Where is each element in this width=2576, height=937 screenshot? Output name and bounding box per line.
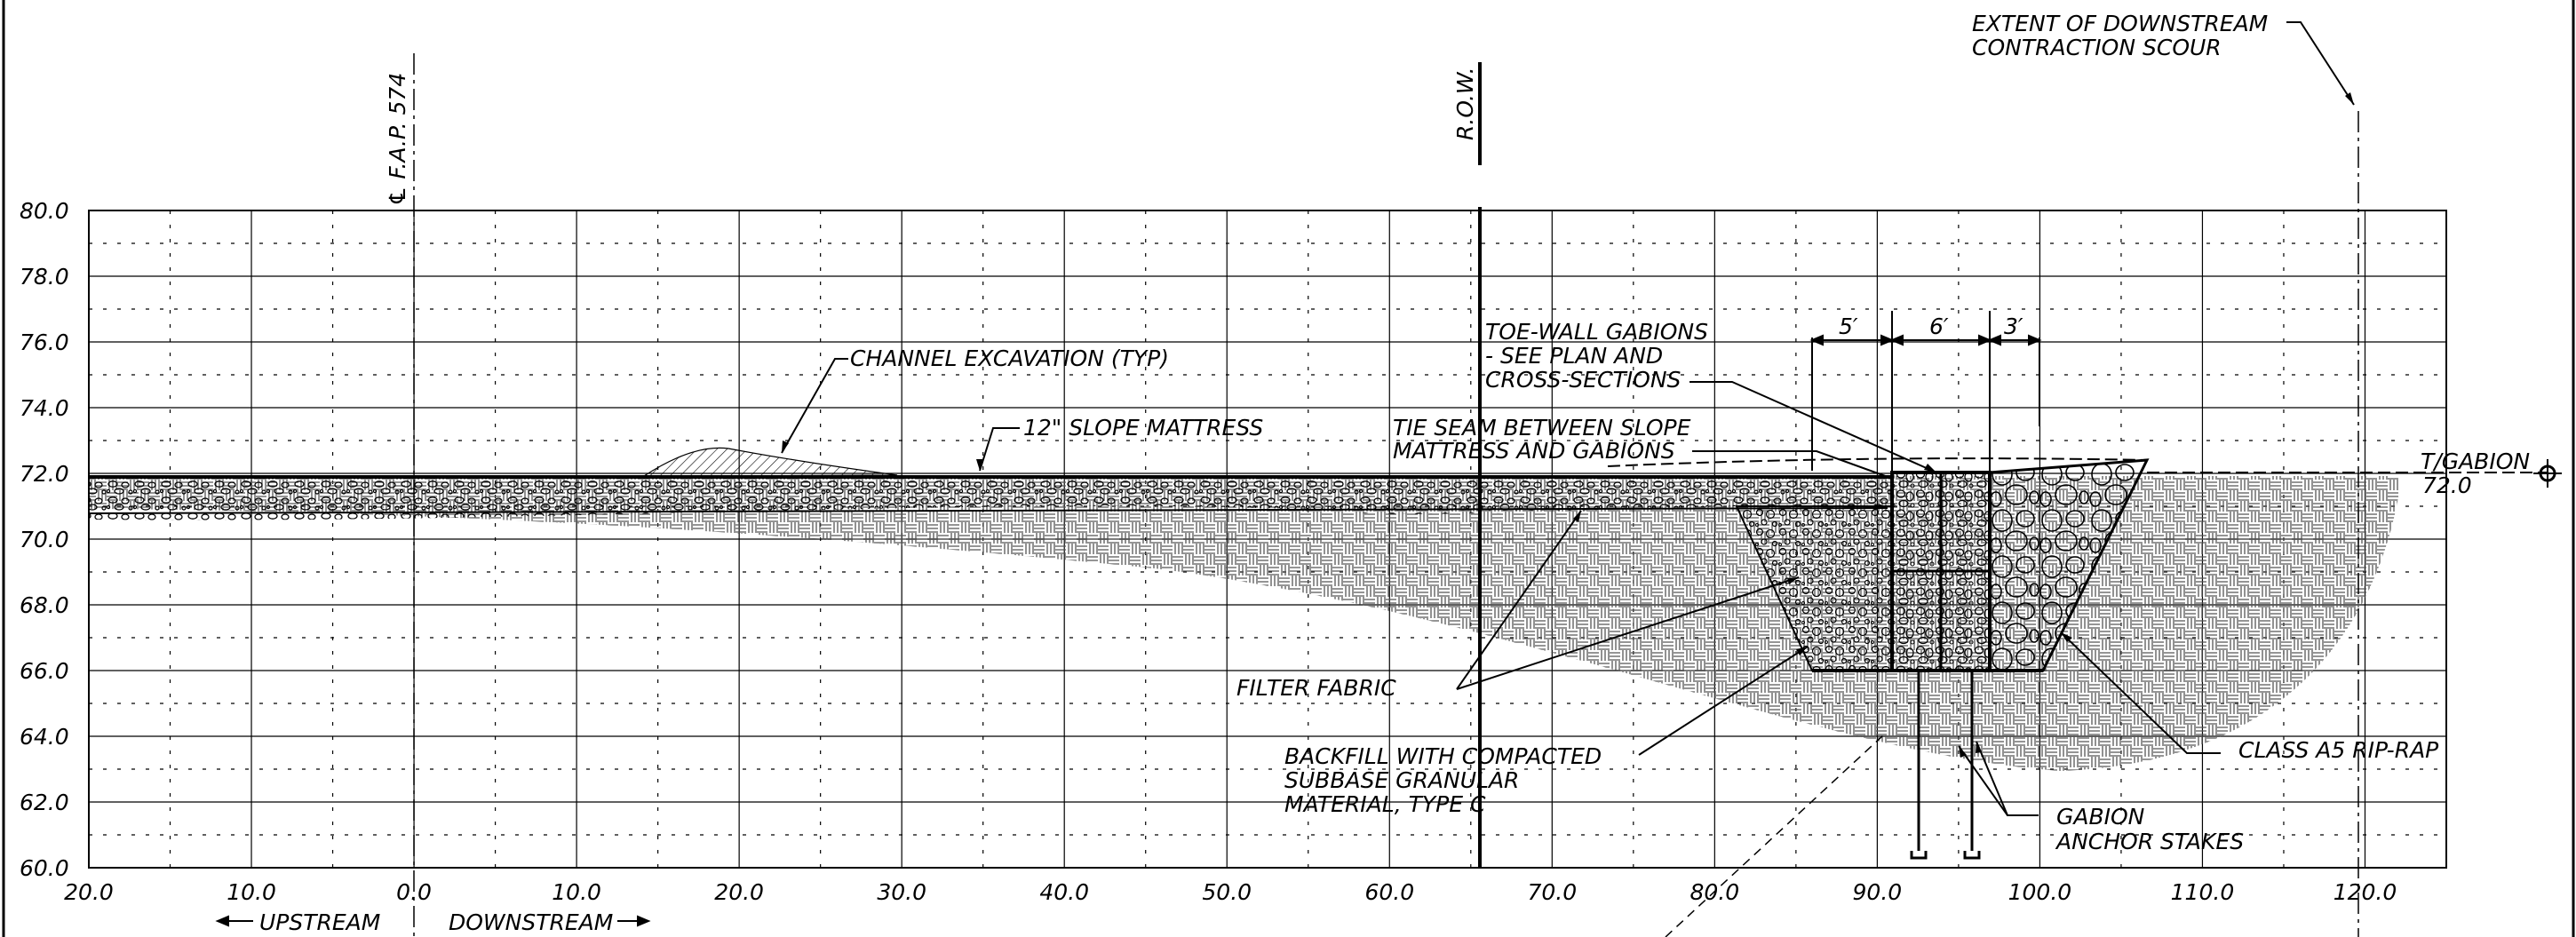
label-anchor-2: ANCHOR STAKES (2055, 829, 2244, 854)
label-top-gabion: T/GABION (2421, 449, 2530, 474)
label-backfill-1: BACKFILL WITH COMPACTED (1284, 743, 1602, 769)
label-backfill-3: MATERIAL, TYPE C (1284, 791, 1486, 817)
x-axis-ticks: 20.0 10.0 0.0 10.0 20.0 30.0 40.0 50.0 60.0 70.0 8… (64, 879, 2397, 905)
y-tick-label: 74.0 (20, 395, 69, 421)
anchor-stakes (1910, 671, 1981, 860)
dimension-3ft: 3′ (2004, 314, 2023, 339)
label-toe-wall-3: CROSS-SECTIONS (1485, 367, 1682, 393)
dimension-6ft: 6′ (1929, 314, 1949, 339)
label-row: R.O.W. (1452, 67, 1478, 140)
dashed-leader-lower (1665, 735, 1884, 937)
label-slope-mattress: 12" SLOPE MATTRESS (1023, 415, 1263, 441)
label-downstream: DOWNSTREAM (449, 909, 613, 935)
y-tick-label: 62.0 (20, 790, 69, 815)
label-tie-seam-1: TIE SEAM BETWEEN SLOPE (1393, 415, 1691, 441)
y-tick-label: 72.0 (20, 461, 69, 487)
x-tick-label: 120.0 (2334, 879, 2397, 905)
y-tick-label: 78.0 (20, 264, 69, 290)
y-axis-ticks: 80.0 78.0 76.0 74.0 72.0 70.0 68.0 66.0 64.0 62.0… (20, 198, 69, 881)
label-top-gabion-elev: 72.0 (2422, 472, 2472, 498)
y-tick-label: 66.0 (20, 658, 69, 684)
tie-seam-dashed (1607, 457, 2148, 467)
dimension-lines (1809, 311, 2042, 471)
label-anchor-1: GABION (2056, 804, 2145, 830)
plot-frame (88, 210, 2447, 869)
x-tick-label: 80.0 (1690, 879, 1740, 905)
y-tick-label: 64.0 (20, 724, 69, 750)
direction-arrows (215, 915, 651, 927)
x-tick-label: 50.0 (1202, 879, 1252, 905)
leader-arrowheads (782, 92, 2354, 758)
x-tick-label: 110.0 (2171, 879, 2235, 905)
label-fap-centerline: ℄ F.A.P. 574 (385, 73, 410, 206)
label-channel-excavation: CHANNEL EXCAVATION (TYP) (850, 345, 1169, 371)
x-tick-label: 70.0 (1527, 879, 1577, 905)
y-tick-label: 70.0 (20, 527, 69, 552)
y-tick-label: 76.0 (20, 330, 69, 355)
y-tick-label: 80.0 (20, 198, 69, 224)
dimension-5ft: 5′ (1839, 314, 1858, 339)
leaders (781, 21, 2355, 816)
label-toe-wall-1: TOE-WALL GABIONS (1485, 319, 1708, 345)
y-tick-label: 60.0 (20, 855, 69, 881)
label-contraction-2: CONTRACTION SCOUR (1972, 35, 2222, 60)
label-contraction-1: EXTENT OF DOWNSTREAM (1972, 11, 2268, 36)
mattress-bottom-line (88, 507, 1888, 514)
x-tick-label: 20.0 (64, 879, 114, 905)
label-riprap: CLASS A5 RIP-RAP (2238, 737, 2439, 763)
x-tick-label: 40.0 (1039, 879, 1089, 905)
label-backfill-2: SUBBASE GRANULAR (1284, 767, 1519, 793)
x-tick-label: 60.0 (1364, 879, 1414, 905)
label-tie-seam-2: MATTRESS AND GABIONS (1393, 438, 1675, 464)
x-tick-label: 10.0 (552, 879, 601, 905)
x-tick-label: 10.0 (227, 879, 276, 905)
label-toe-wall-2: - SEE PLAN AND (1485, 343, 1663, 369)
x-tick-label: 90.0 (1853, 879, 1903, 905)
y-tick-label: 68.0 (20, 592, 69, 618)
x-tick-label: 30.0 (877, 879, 926, 905)
elevation-target-icon (2533, 459, 2562, 488)
channel-excavation (641, 447, 898, 477)
x-tick-label: 100.0 (2008, 879, 2072, 905)
label-filter-fabric: FILTER FABRIC (1236, 675, 1396, 701)
x-tick-label: 20.0 (714, 879, 764, 905)
x-tick-label: 0.0 (396, 879, 432, 905)
label-upstream: UPSTREAM (259, 909, 380, 935)
